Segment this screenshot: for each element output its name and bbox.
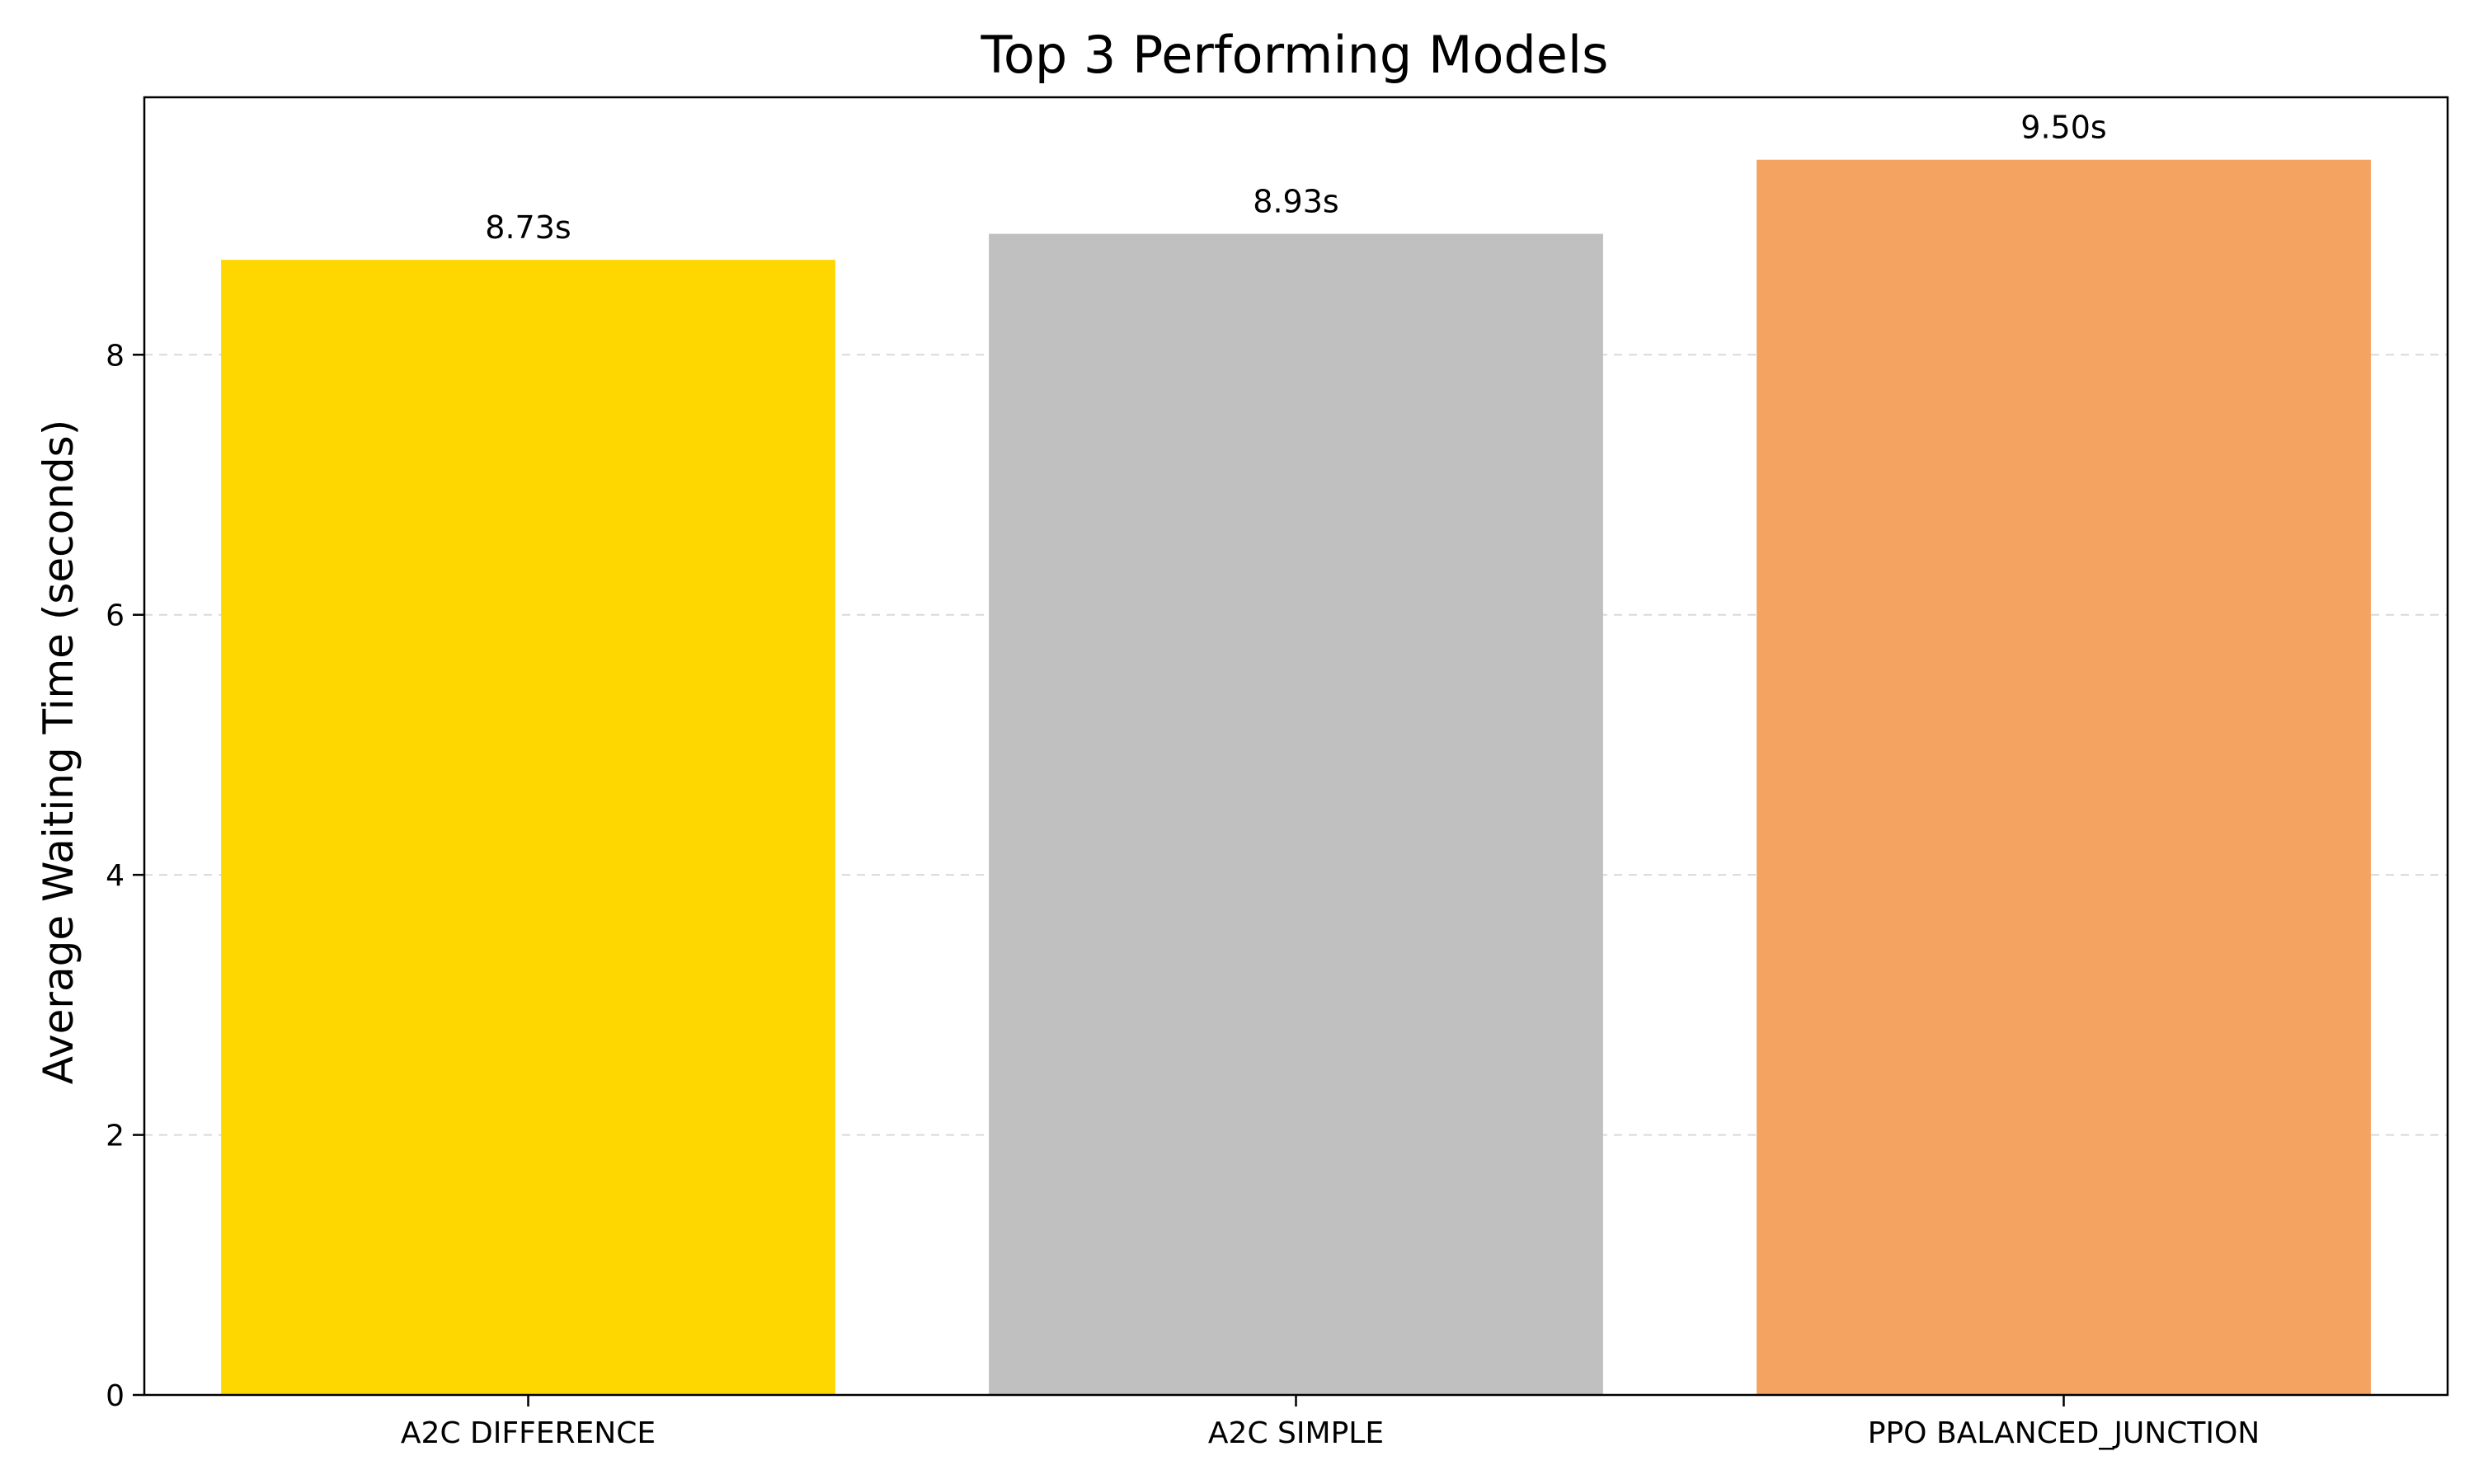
y-tick-label: 2 [106,1120,125,1153]
y-tick-label: 6 [106,599,125,633]
chart-title: Top 3 Performing Models [981,25,1609,85]
y-tick-label: 4 [106,859,125,893]
bar [1757,159,2371,1396]
bar [989,233,1603,1395]
bars [221,159,2371,1396]
bar-value-label: 9.50s [2020,110,2106,146]
y-axis-label: Average Waiting Time (seconds) [35,420,82,1084]
y-tick-label: 8 [106,339,125,373]
axes [133,96,2449,1407]
x-tick-label: PPO BALANCED_JUNCTION [1868,1416,2260,1450]
bar-value-label: 8.73s [485,209,571,246]
x-tick-label: A2C DIFFERENCE [401,1416,656,1450]
bar [221,260,835,1395]
bar-value-label: 8.93s [1253,184,1338,220]
y-tick-label: 0 [106,1379,125,1413]
x-tick-label: A2C SIMPLE [1208,1416,1384,1450]
labels: 8.73s 8.93s 9.50s 0 2 4 6 8 A2C DIFFERENCE A2C SI… [106,110,2260,1450]
